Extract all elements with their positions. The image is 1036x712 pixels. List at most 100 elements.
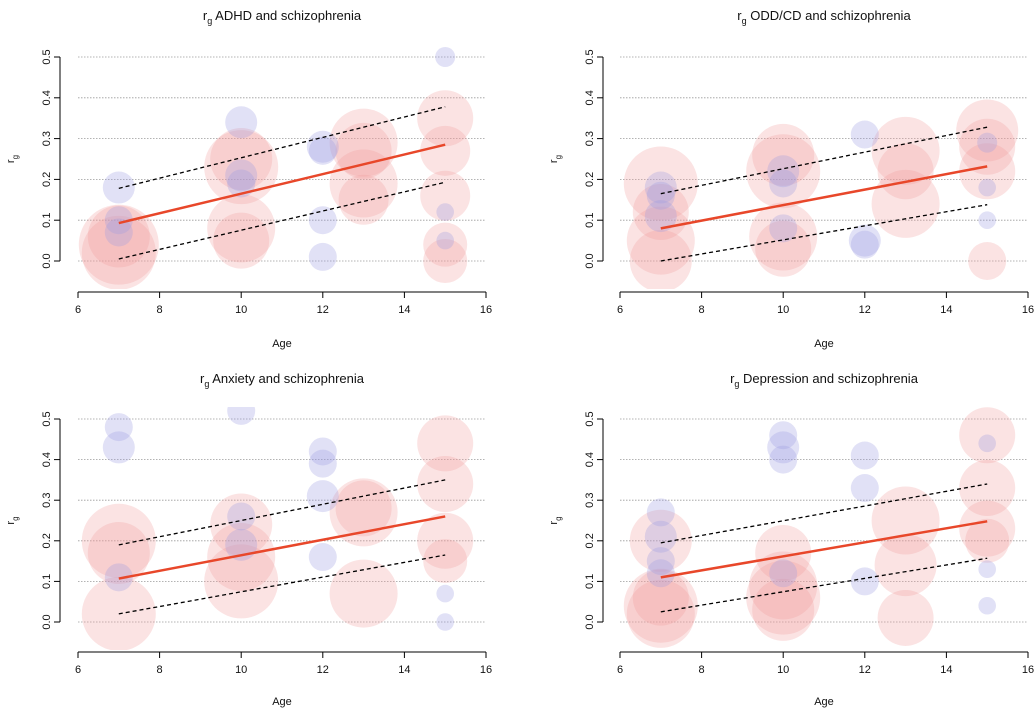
bubble-positive [423,222,468,267]
bubble-negative [227,407,256,425]
y-tick-label: 0.2 [584,533,596,548]
bubble-negative [977,132,998,153]
x-axis-label: Age [272,338,292,350]
bubble-positive [207,194,276,263]
x-tick-label: 8 [157,664,163,676]
x-tick-label: 16 [1022,664,1034,676]
panel-title: rg Anxiety and schizophrenia [200,371,365,389]
bubble-negative [436,613,455,631]
y-tick-label: 0.5 [41,49,53,64]
bubble-negative [769,214,798,243]
bubble-negative [769,445,798,474]
bubble-positive [87,205,150,268]
panel-1: 6 8 10 12 14 16 0.0 0.1 0.2 0.3 0.4 0.5 rg ADHD and … [5,8,492,350]
y-tick-label: 0.4 [41,452,53,467]
bubble-negative [850,567,879,596]
bubble-negative [978,211,996,229]
bubble-positive [207,523,276,592]
x-tick-label: 10 [777,304,789,316]
x-tick-label: 8 [699,664,705,676]
bubble-negative [646,498,675,527]
x-tick-label: 12 [317,664,329,676]
x-tick-label: 6 [617,304,623,316]
y-tick-label: 0.4 [584,452,596,467]
bubble-negative [850,120,879,149]
bubble-positive [746,560,821,635]
y-tick-label: 0.4 [41,90,53,105]
y-tick-label: 0.0 [584,253,596,268]
panel-3: 6 8 10 12 14 16 0.0 0.1 0.2 0.3 0.4 0.5 rg Anxiety a… [5,371,492,708]
bubble-negative [227,169,256,198]
bubble-negative [644,171,677,204]
bubble-negative [104,413,133,442]
bubble-negative [306,130,339,163]
x-tick-label: 12 [859,304,871,316]
bubble-negative [646,181,675,210]
bubble-negative [646,559,675,588]
y-tick-label: 0.5 [584,411,596,426]
bubble-positive [877,589,934,646]
x-tick-label: 12 [859,664,871,676]
y-tick-label: 0.2 [41,533,53,548]
ci-lower-line [118,181,446,260]
bubble-negative [644,520,677,553]
bubble-negative [850,441,879,470]
y-tick-label: 0.3 [584,131,596,146]
y-axis-label: rg [548,516,563,524]
bubble-positive [204,130,279,205]
bubble-positive [959,407,1016,464]
y-tick-label: 0.2 [41,172,53,187]
x-tick-label: 14 [398,304,410,316]
x-tick-label: 16 [480,304,492,316]
bubble-positive [335,122,392,179]
x-tick-label: 16 [1022,304,1034,316]
bubble-positive [213,212,270,269]
panel-2: 6 8 10 12 14 16 0.0 0.1 0.2 0.3 0.4 0.5 rg ODD/CD an… [548,8,1034,350]
y-tick-label: 0.5 [41,411,53,426]
bubble-positive [417,90,474,147]
bubble-negative [767,431,800,464]
y-tick-label: 0.3 [41,131,53,146]
x-axis-label: Age [272,696,292,708]
bubble-negative [225,159,258,192]
points-layer [623,99,1019,289]
bubble-positive [874,534,937,597]
points-layer [78,47,474,289]
bubble-negative [308,437,337,466]
y-tick-label: 0.1 [584,213,596,228]
fit-line [118,515,446,580]
bubble-positive [752,123,815,186]
bubble-positive [420,170,471,221]
x-axis-label: Age [814,338,834,350]
x-tick-label: 6 [617,664,623,676]
bubble-positive [210,493,273,556]
y-axis-label: rg [5,516,20,524]
x-tick-label: 6 [75,304,81,316]
bubble-negative [306,480,339,513]
bubble-positive [629,509,692,572]
y-axis-label: rg [5,155,20,163]
bubble-positive [623,146,698,221]
bubble-negative [102,431,135,464]
bubble-negative [769,421,798,450]
x-tick-label: 6 [75,664,81,676]
points-layer [623,407,1016,648]
bubble-positive [423,539,468,584]
bubble-negative [436,203,455,221]
bubble-negative [308,543,337,572]
bubble-positive [423,239,468,283]
bubble-negative [978,434,996,453]
x-axis-label: Age [814,696,834,708]
bubble-negative [646,547,675,576]
bubble-negative [308,136,337,165]
bubble-positive [87,521,150,584]
y-tick-label: 0.0 [41,614,53,629]
x-tick-label: 14 [398,664,410,676]
bubble-positive [204,544,279,619]
bubble-positive [752,578,815,641]
bubble-positive [329,149,398,218]
panel-title: rg ODD/CD and schizophrenia [737,8,911,26]
bubble-positive [965,518,1010,563]
bubble-negative [850,230,879,259]
